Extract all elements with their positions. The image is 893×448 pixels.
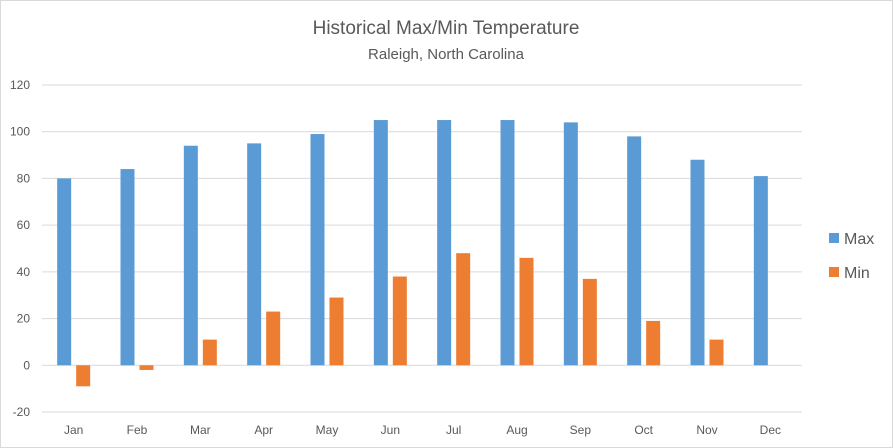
- bar-min-feb: [139, 365, 154, 370]
- bar-max-oct: [627, 136, 642, 366]
- bar-max-may: [310, 134, 325, 366]
- grid-layer: [42, 84, 802, 413]
- bar-min-may: [329, 297, 344, 366]
- bar-max-sep: [563, 122, 578, 366]
- x-tick-label: Feb: [127, 423, 148, 437]
- x-tick-label: Oct: [634, 423, 653, 437]
- bar-max-jul: [437, 120, 452, 366]
- y-tick-label: 60: [17, 218, 31, 232]
- y-tick-label: 100: [10, 125, 30, 139]
- bar-min-jul: [456, 253, 471, 366]
- y-axis-labels: -20 0 20 40 60 80 100 120: [10, 78, 30, 419]
- bar-min-jun: [392, 276, 407, 366]
- legend-swatch-min: [829, 267, 839, 277]
- bar-max-dec: [753, 176, 768, 366]
- y-tick-label: 80: [17, 171, 31, 185]
- bar-max-mar: [183, 145, 198, 366]
- bar-max-jun: [373, 120, 388, 366]
- bar-layer: [57, 120, 768, 387]
- legend-label-max: Max: [844, 231, 874, 248]
- bar-min-oct: [646, 320, 661, 366]
- x-tick-label: Aug: [506, 423, 527, 437]
- legend-swatch-max: [829, 233, 839, 243]
- y-tick-label: -20: [13, 405, 31, 419]
- bar-max-aug: [500, 120, 515, 366]
- x-axis-labels: Jan Feb Mar Apr May Jun Jul Aug Sep Oct Nov Dec: [64, 423, 781, 437]
- bar-min-apr: [266, 311, 281, 366]
- chart-subtitle: Raleigh, North Carolina: [368, 46, 525, 63]
- bar-max-nov: [690, 159, 705, 366]
- bar-max-jan: [57, 178, 72, 366]
- bar-min-mar: [202, 339, 217, 366]
- y-tick-label: 0: [23, 358, 30, 372]
- x-tick-label: Mar: [190, 423, 211, 437]
- bar-min-nov: [709, 339, 724, 366]
- x-tick-label: Jan: [64, 423, 83, 437]
- x-tick-label: Sep: [570, 423, 592, 437]
- legend-label-min: Min: [844, 265, 870, 282]
- bar-min-sep: [582, 278, 597, 366]
- x-tick-label: Dec: [760, 423, 781, 437]
- y-tick-label: 120: [10, 78, 30, 92]
- y-tick-label: 20: [17, 312, 31, 326]
- x-tick-label: Jul: [446, 423, 461, 437]
- x-tick-label: Jun: [381, 423, 400, 437]
- bar-min-jan: [76, 365, 91, 387]
- bar-max-feb: [120, 169, 135, 366]
- chart-title: Historical Max/Min Temperature: [313, 18, 580, 39]
- x-tick-label: Apr: [254, 423, 273, 437]
- legend: Max Min: [829, 231, 874, 282]
- x-tick-label: Nov: [696, 423, 717, 437]
- x-tick-label: May: [316, 423, 339, 437]
- y-tick-label: 40: [17, 265, 31, 279]
- bar-min-aug: [519, 257, 534, 366]
- bar-max-apr: [247, 143, 262, 366]
